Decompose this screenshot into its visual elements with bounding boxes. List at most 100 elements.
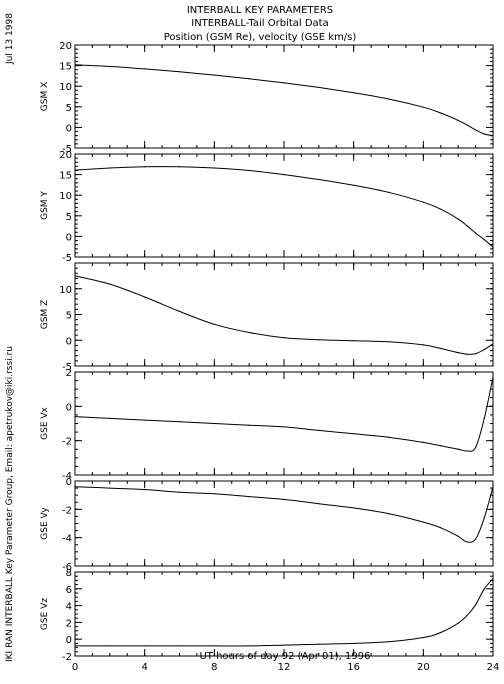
panel-frame — [74, 371, 494, 476]
data-point — [440, 445, 442, 447]
data-point — [318, 86, 320, 89]
data-point — [440, 208, 442, 210]
data-point — [492, 343, 494, 345]
series-line-gse-vx — [74, 376, 494, 452]
data-point — [492, 246, 494, 248]
data-point — [440, 631, 442, 634]
side-credit-label: IKI RAN INTERBALL Key Parameter Group, E… — [5, 346, 15, 662]
data-point — [109, 417, 111, 419]
data-point — [457, 218, 459, 220]
data-point — [387, 512, 390, 515]
data-point — [283, 174, 285, 176]
y-tick-label: 20 — [59, 150, 72, 161]
y-tick-label: 10 — [59, 191, 72, 202]
data-point — [483, 517, 485, 519]
data-point — [457, 535, 459, 537]
data-point — [422, 201, 424, 203]
data-point — [74, 486, 76, 488]
data-point — [213, 323, 215, 325]
data-point — [474, 353, 477, 355]
data-point — [248, 645, 250, 647]
data-point — [422, 521, 424, 523]
data-point — [283, 644, 285, 646]
x-tick-label: 4 — [141, 662, 147, 673]
data-point — [248, 78, 250, 80]
data-point — [353, 92, 355, 94]
data-point — [483, 348, 485, 351]
y-tick-label: 5 — [66, 103, 72, 114]
x-axis-label: UT hours of day 92 (Apr 01), 1996 — [199, 651, 370, 662]
series-line-gsm-x — [74, 64, 494, 137]
header-line-2: INTERBALL-Tail Orbital Data — [191, 18, 328, 29]
header-line-1: INTERBALL KEY PARAMETERS — [187, 5, 333, 16]
y-tick-label: 15 — [59, 62, 72, 73]
data-point — [178, 71, 181, 73]
data-point — [283, 337, 285, 339]
data-point — [474, 446, 477, 449]
data-point — [74, 416, 76, 418]
data-point — [422, 441, 424, 443]
y-axis-label: GSM X — [40, 82, 50, 111]
side-date-label: Jul 13 1998 — [5, 13, 15, 65]
data-point — [466, 225, 468, 227]
series-line-gse-vy — [74, 486, 494, 543]
panel-frame — [74, 44, 494, 149]
data-point — [483, 417, 485, 419]
data-point — [353, 433, 355, 435]
x-tick-label: 16 — [347, 662, 360, 673]
panel-gse-vx: GSE Vx 2 0 -2 -4 — [40, 368, 494, 482]
data-point — [248, 331, 250, 334]
y-tick-label: 2 — [66, 618, 72, 629]
data-point — [283, 498, 285, 501]
panel-gse-vz: GSE Vz 8 6 4 2 0 -2 — [40, 568, 494, 663]
data-point — [213, 422, 215, 425]
series-line-gse-vz — [75, 578, 494, 647]
y-axis-label: GSE Vx — [40, 406, 50, 439]
panel-frame — [74, 480, 494, 567]
data-point — [474, 129, 477, 131]
data-point — [387, 341, 390, 343]
data-point — [248, 169, 250, 172]
data-point — [483, 588, 485, 590]
data-point — [466, 541, 468, 543]
data-point — [109, 167, 111, 169]
data-point — [318, 503, 320, 505]
y-tick-label: -5 — [62, 253, 72, 264]
data-point — [474, 604, 477, 606]
data-point — [109, 283, 111, 285]
x-tick-label: 12 — [278, 662, 291, 673]
data-point — [74, 275, 76, 277]
y-tick-label: -6 — [62, 562, 72, 573]
y-tick-label: 15 — [59, 171, 72, 182]
data-point — [440, 527, 442, 529]
y-tick-label: -2 — [62, 505, 72, 516]
data-point — [483, 239, 485, 241]
data-point — [440, 347, 442, 350]
panel-gse-vy: GSE Vy 0 -2 -4 -6 — [40, 477, 494, 573]
data-point — [109, 65, 111, 68]
data-point — [387, 641, 390, 643]
x-tick-label: 0 — [72, 662, 78, 673]
data-point — [144, 645, 146, 647]
data-point — [492, 486, 494, 488]
y-tick-label: 0 — [66, 336, 72, 347]
data-point — [387, 436, 390, 438]
data-point — [474, 232, 477, 234]
data-point — [353, 642, 355, 645]
data-point — [109, 487, 111, 489]
data-point — [178, 421, 181, 423]
data-point — [178, 491, 181, 493]
data-point — [422, 636, 424, 639]
y-tick-label: 0 — [66, 477, 72, 488]
y-axis-label: GSM Y — [40, 191, 50, 220]
data-point — [178, 645, 181, 647]
data-point — [422, 344, 424, 346]
y-tick-label: 8 — [66, 568, 72, 579]
data-point — [318, 339, 320, 341]
x-tick-label: 24 — [487, 662, 500, 673]
x-tick-label: 20 — [417, 662, 430, 673]
panel-gsm-y: GSM Y 20 15 10 5 0 -5 — [40, 150, 494, 264]
data-point — [74, 169, 76, 171]
y-tick-label: 20 — [59, 41, 72, 52]
